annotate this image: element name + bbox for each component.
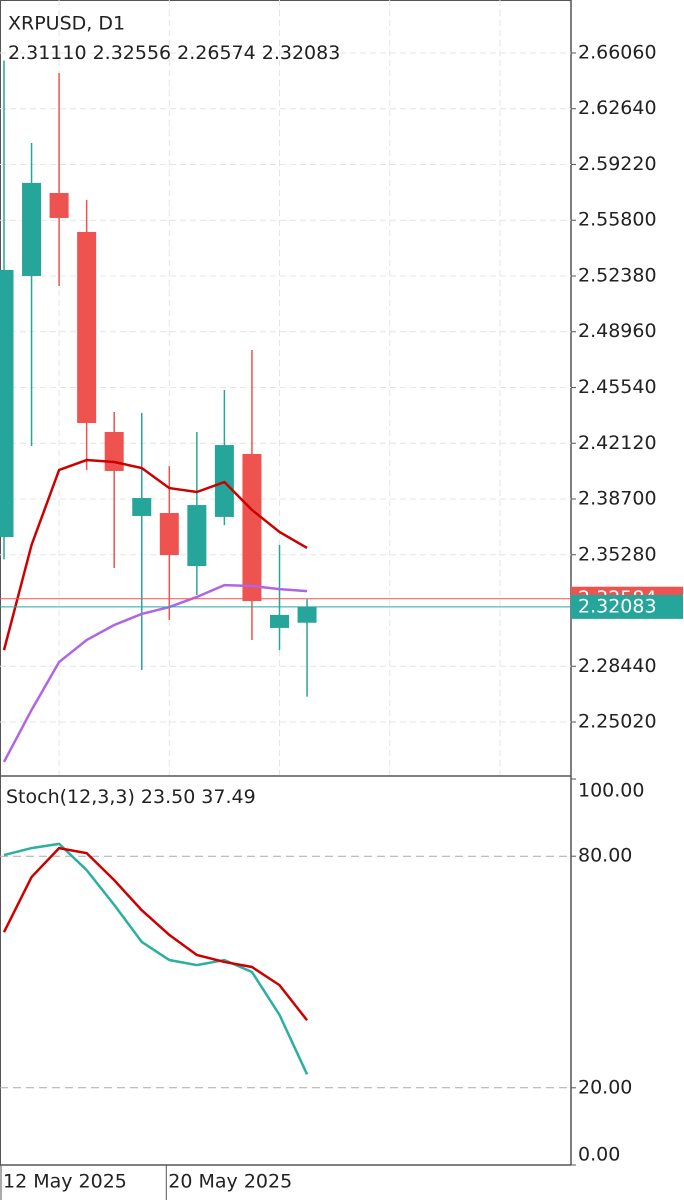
ohlc-value: 2.26574 bbox=[177, 42, 256, 64]
y-tick-label: 2.66060 bbox=[578, 41, 657, 63]
stochastic-pane: 100.00 80.00 20.00 0.00 12 May 2025 20 May 20… bbox=[0, 778, 644, 1200]
candle-body bbox=[22, 182, 42, 276]
ohlc-values: 2.31110 2.32556 2.26574 2.32083 bbox=[8, 42, 340, 64]
x-tick-label: 20 May 2025 bbox=[168, 1171, 292, 1193]
chart-title: XRPUSD, D1 bbox=[8, 13, 125, 35]
indicator-title: Stoch(12,3,3) 23.50 37.49 bbox=[6, 786, 256, 808]
candle-body bbox=[77, 231, 97, 424]
y-tick-label: 2.59220 bbox=[578, 153, 657, 175]
y-tick-label: 2.25020 bbox=[578, 711, 657, 733]
y-tick-label: 2.62640 bbox=[578, 97, 657, 119]
y-tick-label: 2.28440 bbox=[578, 655, 657, 677]
y-tick-label: 2.52380 bbox=[578, 264, 657, 286]
ohlc-value: 2.32083 bbox=[262, 42, 341, 64]
candle-body bbox=[104, 432, 124, 471]
y-tick-label: 2.45540 bbox=[578, 376, 657, 398]
y-tick-label: 0.00 bbox=[578, 1144, 620, 1166]
candle-body bbox=[132, 498, 152, 516]
y-tick-label: 2.35280 bbox=[578, 543, 657, 565]
y-tick-label: 80.00 bbox=[578, 845, 632, 867]
indicator-name: Stoch(12,3,3) bbox=[6, 786, 135, 808]
y-tick-label: 2.55800 bbox=[578, 209, 657, 231]
moving-average-line bbox=[2, 458, 308, 651]
y-tick-label: 2.42120 bbox=[578, 432, 657, 454]
moving-average-line bbox=[2, 583, 308, 763]
stochastic-line bbox=[2, 846, 309, 1022]
indicator-value: 37.49 bbox=[201, 786, 255, 808]
y-tick-label: 100.00 bbox=[578, 780, 644, 802]
y-tick-label: 20.00 bbox=[578, 1076, 632, 1098]
candle-body bbox=[159, 513, 179, 556]
ohlc-value: 2.31110 bbox=[8, 42, 87, 64]
last-price-label: 2.32083 bbox=[578, 595, 657, 617]
indicator-value: 23.50 bbox=[141, 786, 195, 808]
candle-body bbox=[0, 269, 14, 537]
y-tick-label: 2.48960 bbox=[578, 320, 657, 342]
stochastic-line bbox=[3, 842, 309, 1075]
candle-body bbox=[297, 606, 317, 623]
ohlc-value: 2.32556 bbox=[93, 42, 172, 64]
price-pane: 2.66060 2.62640 2.59220 2.55800 2.52380 2.489… bbox=[0, 0, 683, 775]
candle-body bbox=[49, 193, 69, 218]
x-tick-label: 12 May 2025 bbox=[3, 1171, 127, 1193]
candle-body bbox=[242, 454, 262, 602]
y-tick-label: 2.38700 bbox=[578, 488, 657, 510]
last-price-tag bbox=[571, 594, 683, 619]
candle-body bbox=[187, 505, 207, 567]
candle-body bbox=[270, 614, 289, 628]
